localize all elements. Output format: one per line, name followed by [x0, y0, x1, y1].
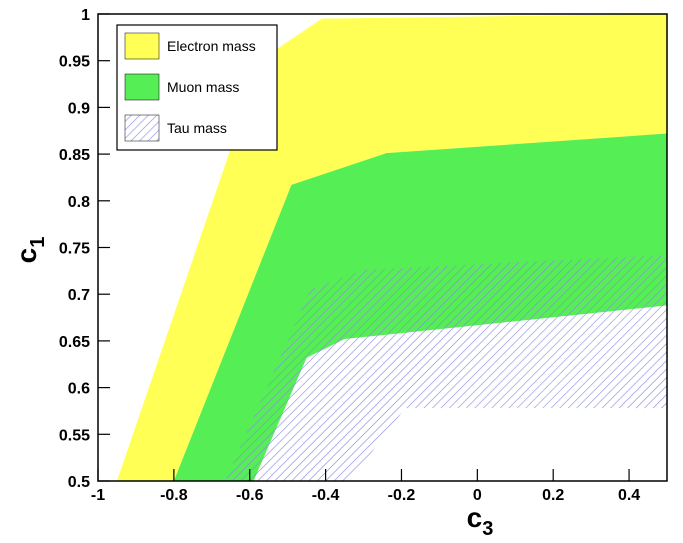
- x-tick-label: 0.2: [542, 487, 564, 504]
- legend-swatch: [124, 32, 160, 60]
- legend-label: Muon mass: [167, 79, 239, 95]
- x-axis-label: c3: [467, 502, 494, 538]
- x-tick-label: -0.2: [388, 487, 416, 504]
- y-tick-label: 0.75: [59, 241, 90, 258]
- y-tick-label: 0.6: [68, 381, 90, 398]
- x-tick-label: 0: [473, 487, 482, 504]
- x-tick-label: -0.6: [236, 487, 264, 504]
- y-tick-label: 1: [81, 7, 90, 24]
- y-tick-label: 0.55: [59, 427, 90, 444]
- y-tick-label: 0.85: [59, 147, 90, 164]
- y-tick-label: 0.65: [59, 334, 90, 351]
- x-tick-label: -1: [91, 487, 105, 504]
- legend-label: Electron mass: [167, 38, 256, 54]
- legend-swatch: [124, 73, 160, 101]
- y-tick-label: 0.5: [68, 474, 90, 491]
- y-axis-label: c1: [11, 237, 49, 264]
- y-tick-label: 0.8: [68, 194, 90, 211]
- region: [225, 254, 667, 481]
- legend-label: Tau mass: [167, 120, 227, 136]
- x-tick-label: -0.4: [312, 487, 340, 504]
- y-tick-label: 0.9: [68, 100, 90, 117]
- x-tick-label: -0.8: [160, 487, 188, 504]
- y-tick-label: 0.95: [59, 54, 90, 71]
- x-tick-label: 0.4: [618, 487, 640, 504]
- legend-swatch: [124, 114, 160, 142]
- y-tick-label: 0.7: [68, 287, 90, 304]
